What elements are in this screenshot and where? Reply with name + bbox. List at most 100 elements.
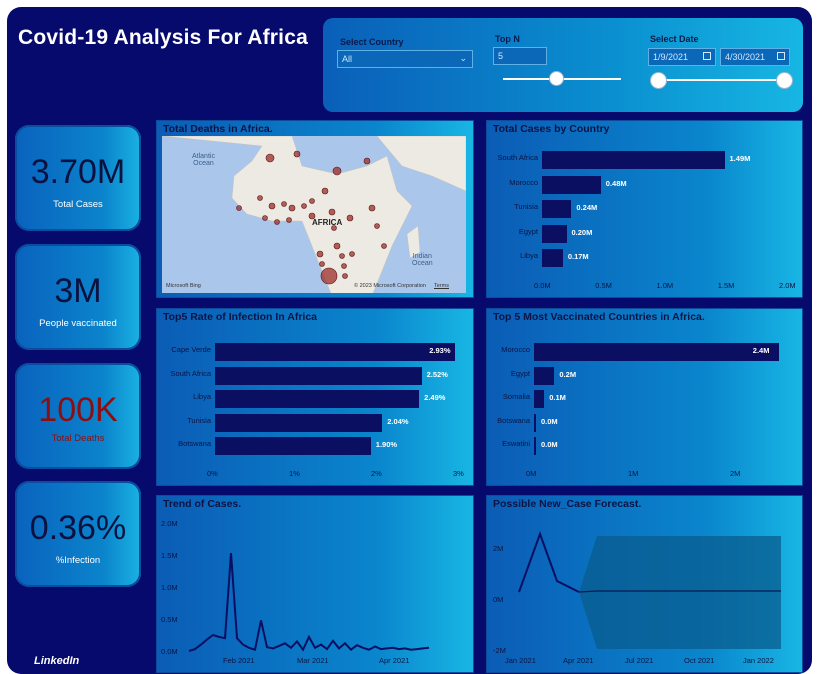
forecast-confidence-band <box>579 536 781 649</box>
deaths-map-panel: Total Deaths in Africa. Atlantic Ocean I… <box>156 120 474 298</box>
country-filter-label: Select Country <box>340 37 404 47</box>
calendar-icon <box>703 52 711 60</box>
map-attribution: © 2023 Microsoft Corporation <box>354 283 426 289</box>
topn-slider-handle[interactable] <box>549 71 564 86</box>
bar-value-label: 0.1M <box>549 393 566 402</box>
kpi-total-deaths: 100K Total Deaths <box>15 363 141 469</box>
map-terms-link[interactable]: Terms <box>434 283 449 289</box>
start-date-input[interactable]: 1/9/2021 <box>648 48 716 66</box>
category-label: Botswana <box>497 415 530 425</box>
x-axis-tick-label: Feb 2021 <box>223 656 255 665</box>
bar <box>215 437 371 455</box>
chevron-down-icon: ⌄ <box>459 53 467 63</box>
bar <box>542 200 572 218</box>
trend-panel: Trend of Cases. 2.0M 1.5M 1.0M 0.5M 0.0M Feb … <box>156 495 474 673</box>
category-label: Somalia <box>502 392 530 401</box>
linkedin-link[interactable]: LinkedIn <box>34 655 80 667</box>
kpi-value: 3M <box>54 272 102 310</box>
axis-tick-label: 2M <box>730 469 741 478</box>
kpi-people-vaccinated: 3M People vaccinated <box>15 244 141 350</box>
forecast-projection-line <box>578 590 781 593</box>
date-slider-track[interactable] <box>659 79 785 81</box>
vaccinated-panel: Top 5 Most Vaccinated Countries in Afric… <box>486 308 803 486</box>
x-axis-tick-label: Oct 2021 <box>684 656 715 665</box>
end-date-input[interactable]: 4/30/2021 <box>720 48 790 66</box>
panel-title: Trend of Cases. <box>163 498 242 510</box>
infection-rate-panel: Top5 Rate of Infection In Africa Cape Ve… <box>156 308 474 486</box>
axis-tick-label: 0% <box>207 469 218 478</box>
filter-bar: Select Country All ⌄ Top N 5 Select Date… <box>323 18 803 112</box>
date-filter-label: Select Date <box>650 34 699 44</box>
axis-tick-label: 1.0M <box>656 281 674 290</box>
panel-title: Top5 Rate of Infection In Africa <box>163 311 318 323</box>
kpi-value: 100K <box>38 391 118 429</box>
bar <box>542 175 601 194</box>
category-label: Tunisia <box>187 415 211 425</box>
bar <box>534 366 555 385</box>
bar-value-label: 0.17M <box>567 252 589 261</box>
bar <box>215 343 456 361</box>
category-label: South Africa <box>170 368 211 378</box>
country-dropdown-value: All <box>342 54 353 64</box>
africa-map[interactable]: Atlantic Ocean Indian Ocean AFRICA Micro… <box>162 136 466 293</box>
date-slider-end-handle[interactable] <box>776 72 793 89</box>
x-axis-tick-label: Jul 2021 <box>625 656 654 665</box>
kpi-label: Total Deaths <box>51 433 105 444</box>
topn-value: 5 <box>498 51 504 61</box>
map-label-atlantic: Atlantic Ocean <box>192 153 215 167</box>
panel-title: Total Deaths in Africa. <box>163 123 273 135</box>
x-axis-tick-label: Jan 2021 <box>505 656 536 665</box>
topn-filter-label: Top N <box>495 34 520 44</box>
kpi-value: 3.70M <box>30 153 126 191</box>
bar <box>534 343 779 361</box>
bar-value-label: 0.0M <box>541 440 558 449</box>
bar-value-label: 2.04% <box>387 416 409 426</box>
page-title: Covid-19 Analysis For Africa <box>18 26 308 49</box>
category-label: Cape Verde <box>171 345 211 354</box>
bar-value-label: 0.48M <box>605 178 627 188</box>
bar-value-label: 1.90% <box>375 440 398 449</box>
y-axis-tick-label: 1.0M <box>161 583 178 592</box>
bar-value-label: 2.49% <box>424 393 446 402</box>
date-slider-start-handle[interactable] <box>650 72 667 89</box>
map-label-africa: AFRICA <box>312 218 343 227</box>
axis-tick-label: 0.5M <box>595 281 612 290</box>
y-axis-tick-label: 0M <box>493 595 504 604</box>
category-label: Morocco <box>501 345 530 354</box>
bar-value-label: 2.93% <box>429 346 451 355</box>
category-label: Libya <box>520 251 538 260</box>
topn-input[interactable]: 5 <box>493 47 547 65</box>
bar-value-label: 0.0M <box>541 416 558 426</box>
category-label: Libya <box>193 392 211 401</box>
bar-value-label: 2.4M <box>752 346 770 355</box>
axis-tick-label: 1.5M <box>717 281 735 290</box>
panel-title: Total Cases by Country <box>493 123 610 135</box>
country-dropdown[interactable]: All ⌄ <box>337 50 473 68</box>
bar <box>215 366 422 385</box>
axis-tick-label: 2.0M <box>779 281 796 290</box>
calendar-icon <box>777 52 785 60</box>
bar-value-label: 2.52% <box>426 369 448 379</box>
map-svg <box>162 136 466 293</box>
forecast-line-chart <box>518 531 781 649</box>
death-bubbles <box>236 150 387 285</box>
bar <box>215 390 420 408</box>
category-label: Botswana <box>178 439 211 448</box>
bar <box>542 151 725 169</box>
kpi-infection-rate: 0.36% %Infection <box>15 481 141 587</box>
kpi-label: People vaccinated <box>39 318 117 329</box>
bar <box>542 224 567 243</box>
start-date-value: 1/9/2021 <box>653 52 689 62</box>
bar-value-label: 0.2M <box>559 369 577 379</box>
x-axis-tick-label: Apr 2021 <box>379 656 410 665</box>
axis-tick-label: 3% <box>453 469 464 478</box>
bar <box>542 249 563 267</box>
x-axis-tick-label: Apr 2021 <box>563 656 594 665</box>
cases-by-country-panel: Total Cases by Country South Africa 1.49M… <box>486 120 803 298</box>
x-axis-tick-label: Mar 2021 <box>297 656 329 665</box>
kpi-value: 0.36% <box>29 509 127 547</box>
axis-tick-label: 1% <box>289 469 300 478</box>
y-axis-tick-label: 2M <box>493 544 504 553</box>
bar-value-label: 0.20M <box>571 227 593 237</box>
y-axis-tick-label: 0.5M <box>161 615 178 624</box>
